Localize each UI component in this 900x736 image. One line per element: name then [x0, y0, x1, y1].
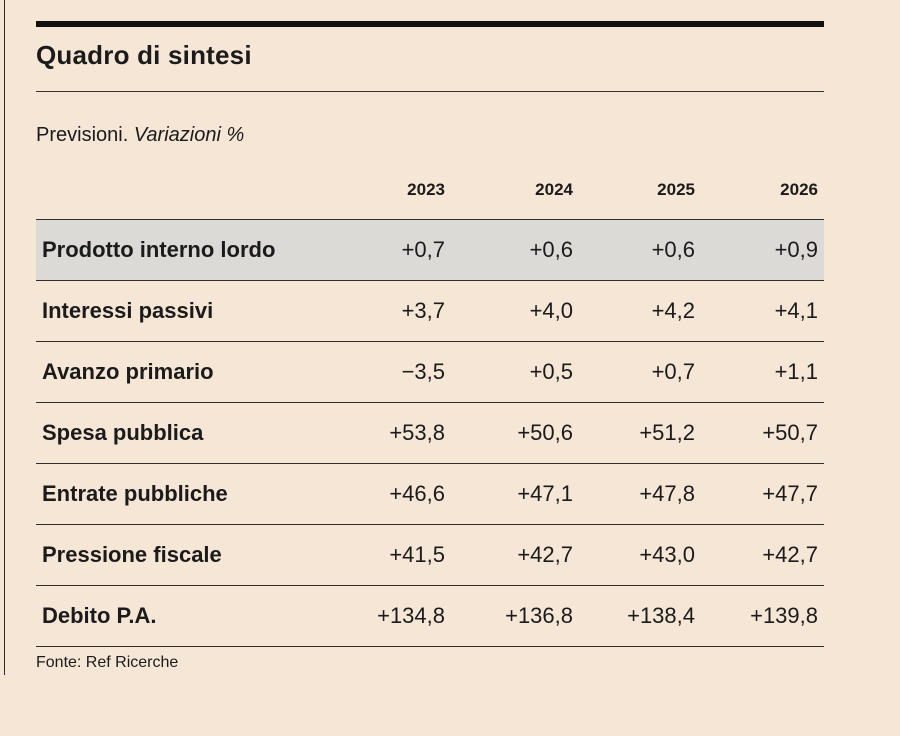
cell-value: +42,7 [517, 542, 573, 567]
cell-value: +50,7 [762, 420, 818, 445]
cell-value: +0,5 [529, 359, 573, 384]
column-header-2024: 2024 [535, 180, 573, 199]
cell-value: +139,8 [750, 603, 818, 628]
table-row-entrate: Entrate pubbliche +46,6 +47,1 +47,8 +47,… [36, 463, 824, 524]
title-divider [36, 91, 824, 92]
cell-value: +3,7 [401, 298, 445, 323]
cell-value: +43,0 [639, 542, 695, 567]
cell-value: +0,9 [774, 237, 818, 262]
table-row-avanzo: Avanzo primario −3,5 +0,5 +0,7 +1,1 [36, 341, 824, 402]
summary-table: 2023 2024 2025 2026 Prodotto interno lor… [36, 168, 824, 647]
table-header-row: 2023 2024 2025 2026 [36, 168, 824, 219]
cell-value: +1,1 [774, 359, 818, 384]
row-label: Prodotto interno lordo [42, 237, 276, 262]
table-row-pil: Prodotto interno lordo +0,7 +0,6 +0,6 +0… [36, 219, 824, 280]
table-bottom-rule [36, 646, 824, 647]
column-header-2026: 2026 [780, 180, 818, 199]
cell-value: +0,7 [651, 359, 695, 384]
cell-value: +51,2 [639, 420, 695, 445]
cell-value: +0,6 [651, 237, 695, 262]
row-label: Pressione fiscale [42, 542, 222, 567]
table-row-debito: Debito P.A. +134,8 +136,8 +138,4 +139,8 [36, 585, 824, 646]
cell-value: +47,8 [639, 481, 695, 506]
cell-value: +47,7 [762, 481, 818, 506]
subtitle-lead: Previsioni. [36, 124, 134, 146]
cell-value: +136,8 [505, 603, 573, 628]
row-label: Avanzo primario [42, 359, 214, 384]
top-heavy-rule [36, 21, 824, 27]
cell-value: +46,6 [389, 481, 445, 506]
cell-value: +134,8 [377, 603, 445, 628]
column-header-2025: 2025 [657, 180, 695, 199]
table-row-pressione: Pressione fiscale +41,5 +42,7 +43,0 +42,… [36, 524, 824, 585]
cell-value: +4,1 [774, 298, 818, 323]
cell-value: +0,7 [401, 237, 445, 262]
row-label: Debito P.A. [42, 603, 157, 628]
cell-value: +47,1 [517, 481, 573, 506]
chart-title: Quadro di sintesi [36, 40, 252, 70]
cell-value: +138,4 [627, 603, 695, 628]
chart-subtitle: Previsioni. Variazioni % [36, 124, 244, 147]
row-label: Entrate pubbliche [42, 481, 228, 506]
cell-value: −3,5 [401, 359, 445, 384]
table-row-spesa: Spesa pubblica +53,8 +50,6 +51,2 +50,7 [36, 402, 824, 463]
row-label: Interessi passivi [42, 298, 214, 323]
cell-value: +42,7 [762, 542, 818, 567]
left-border-rule [4, 0, 5, 675]
cell-value: +0,6 [529, 237, 573, 262]
table-row-interessi: Interessi passivi +3,7 +4,0 +4,2 +4,1 [36, 280, 824, 341]
source-note: Fonte: Ref Ricerche [36, 654, 179, 671]
subtitle-italic: Variazioni % [133, 124, 245, 146]
row-label: Spesa pubblica [42, 420, 204, 445]
column-header-2023: 2023 [407, 180, 445, 199]
cell-value: +4,2 [651, 298, 695, 323]
cell-value: +41,5 [389, 542, 445, 567]
cell-value: +4,0 [529, 298, 573, 323]
cell-value: +53,8 [389, 420, 445, 445]
cell-value: +50,6 [517, 420, 573, 445]
